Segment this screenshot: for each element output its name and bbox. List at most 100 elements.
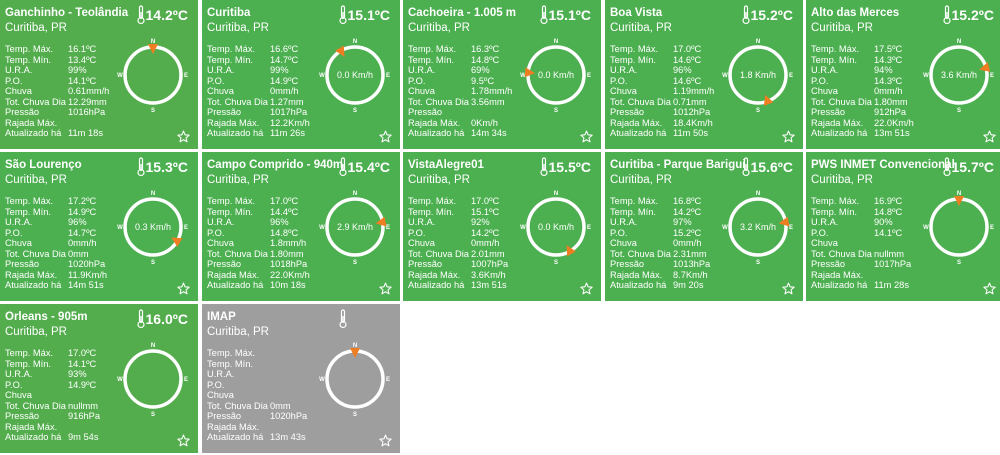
stat-label: U.R.A.: [408, 65, 436, 75]
stat-label: Temp. Mín.: [207, 206, 253, 217]
stat-label: Tot. Chuva Dia: [207, 96, 268, 107]
wind-direction-arrow: [954, 196, 964, 206]
star-icon[interactable]: [379, 130, 392, 143]
station-location: Curitiba, PR: [610, 22, 672, 34]
stat-value: 14.6ºC: [673, 54, 702, 65]
stat-row-chuva: Chuva 0.61mm/h: [5, 86, 109, 97]
stat-value: 13m 43s: [270, 432, 306, 442]
stat-label: Tot. Chuva Dia: [5, 248, 66, 259]
stat-value: 1017hPa: [270, 107, 308, 117]
star-icon[interactable]: [983, 130, 996, 143]
station-name[interactable]: Ganchinho - Teolândia: [5, 7, 129, 19]
station-name[interactable]: Cachoeira - 1.005 m: [408, 7, 517, 19]
station-name[interactable]: PWS INMET Convencional: [811, 159, 955, 171]
station-card[interactable]: Campo Comprido - 940m Curitiba, PR 15.4ºC T…: [202, 152, 400, 301]
station-card[interactable]: Boa Vista Curitiba, PR 15.2ºC Temp. Máx. 17.…: [605, 0, 803, 149]
stat-label: Tot. Chuva Dia: [610, 248, 671, 259]
stat-label: Atualizado há: [610, 128, 667, 138]
star-icon[interactable]: [177, 130, 190, 143]
station-stats: Temp. Máx. 16.6ºC Temp. Mín. 14.7ºC U.R.A. 99…: [207, 44, 310, 139]
station-card[interactable]: Alto das Merces Curitiba, PR 15.2ºC Temp. M…: [806, 0, 1000, 149]
star-icon[interactable]: [379, 282, 392, 295]
stat-value: 11.9Km/h: [68, 269, 108, 280]
stat-row-rajada: Rajada Máx. 11.9Km/h: [5, 270, 107, 281]
stat-value: 1018hPa: [270, 259, 308, 269]
compass-letter-s: S: [353, 108, 357, 114]
star-icon[interactable]: [580, 282, 593, 295]
star-icon[interactable]: [580, 130, 593, 143]
station-name[interactable]: Orleans - 905m: [5, 311, 88, 323]
station-card[interactable]: Cachoeira - 1.005 m Curitiba, PR 15.1ºC Tem…: [403, 0, 601, 149]
station-location: Curitiba, PR: [408, 174, 470, 186]
stat-row-ura: U.R.A. 96%: [610, 65, 714, 76]
stat-value: 14.1ºC: [68, 75, 97, 86]
star-icon[interactable]: [782, 282, 795, 295]
thermometer-icon: [943, 157, 951, 177]
stat-row-chuva: Chuva: [207, 390, 307, 401]
stat-row-chuva: Chuva 1.8mm/h: [207, 238, 310, 249]
station-name[interactable]: Alto das Merces: [811, 7, 900, 19]
compass-letter-w: W: [319, 377, 325, 383]
station-name[interactable]: Boa Vista: [610, 7, 663, 19]
stat-row-atual: Atualizado há 11m 50s: [610, 128, 714, 139]
stat-value: 0mm/h: [471, 238, 500, 248]
stat-label: P.O.: [811, 75, 829, 86]
stat-row-ura: U.R.A. 96%: [5, 217, 107, 228]
station-name[interactable]: Curitiba - Parque Barigui: [610, 159, 746, 171]
stat-value: 1017hPa: [874, 259, 912, 269]
star-icon[interactable]: [177, 282, 190, 295]
compass-letter-s: S: [353, 260, 357, 266]
stat-value: 1007hPa: [471, 259, 509, 269]
station-name[interactable]: IMAP: [207, 311, 236, 323]
stat-label: Temp. Máx.: [610, 196, 659, 206]
compass-letter-n: N: [756, 191, 760, 197]
stat-value: 14.9ºC: [68, 379, 97, 390]
stat-row-min: Temp. Mín. 14.3ºC: [811, 55, 914, 66]
stat-value: 97%: [673, 217, 692, 227]
station-card[interactable]: Ganchinho - Teolândia Curitiba, PR 14.2ºC T…: [0, 0, 198, 149]
stat-value: 14.4ºC: [270, 206, 299, 217]
compass-letter-e: E: [184, 377, 188, 383]
stat-row-max: Temp. Máx. 17.0ºC: [207, 196, 310, 207]
stat-row-chuva: Chuva 0mm/h: [408, 238, 508, 249]
station-card[interactable]: Curitiba - Parque Barigui Curitiba, PR 15.…: [605, 152, 803, 301]
stat-value: 0mm/h: [673, 238, 702, 248]
station-card[interactable]: IMAP Curitiba, PR Temp. Máx. Temp. Mín. U.R.…: [202, 304, 400, 453]
star-icon[interactable]: [177, 434, 190, 447]
station-card[interactable]: VistaAlegre01 Curitiba, PR 15.5ºC Temp. Máx…: [403, 152, 601, 301]
stat-row-tot: Tot. Chuva Dia 0mm: [207, 401, 307, 412]
stat-row-max: Temp. Máx. 17.2ºC: [5, 196, 107, 207]
thermometer-icon: [137, 5, 145, 25]
compass-letter-w: W: [923, 73, 929, 79]
station-card[interactable]: PWS INMET Convencional Curitiba, PR 15.7ºC…: [806, 152, 1000, 301]
station-name[interactable]: São Lourenço: [5, 159, 82, 171]
star-icon[interactable]: [983, 282, 996, 295]
station-card[interactable]: Orleans - 905m Curitiba, PR 16.0ºC Temp. Má…: [0, 304, 198, 453]
station-temperature: 14.2ºC: [145, 7, 188, 23]
stat-row-tot: Tot. Chuva Dia 0mm: [5, 249, 107, 260]
stat-value: 17.0ºC: [68, 348, 97, 358]
stat-value: 1020hPa: [270, 411, 308, 421]
compass-letter-w: W: [520, 73, 526, 79]
thermometer-icon: [137, 157, 145, 177]
stat-value: 17.2ºC: [68, 196, 97, 206]
station-name[interactable]: Campo Comprido - 940m: [207, 159, 344, 171]
star-icon[interactable]: [379, 434, 392, 447]
stat-row-rajada: Rajada Máx. 3.6Km/h: [408, 270, 508, 281]
stat-label: Temp. Máx.: [408, 44, 457, 54]
station-card[interactable]: São Lourenço Curitiba, PR 15.3ºC Temp. Máx.…: [0, 152, 198, 301]
stat-value: 11m 50s: [673, 128, 708, 138]
stat-row-rajada: Rajada Máx. 22.0Km/h: [207, 270, 310, 281]
wind-compass: N S E W 3.6 Km/h: [923, 35, 994, 115]
station-name[interactable]: Curitiba: [207, 7, 251, 19]
station-name[interactable]: VistaAlegre01: [408, 159, 484, 171]
stat-value: 0mm: [68, 248, 89, 259]
stat-row-tot: Tot. Chuva Dia nullmm: [811, 249, 911, 260]
star-icon[interactable]: [782, 130, 795, 143]
stat-value: 17.0ºC: [270, 196, 299, 206]
station-card[interactable]: Curitiba Curitiba, PR 15.1ºC Temp. Máx. 16.6…: [202, 0, 400, 149]
compass-letter-e: E: [789, 225, 793, 231]
stat-value: 0mm: [270, 400, 291, 411]
stat-label: Temp. Mín.: [811, 54, 857, 65]
stat-row-chuva: Chuva 0mm/h: [811, 86, 914, 97]
